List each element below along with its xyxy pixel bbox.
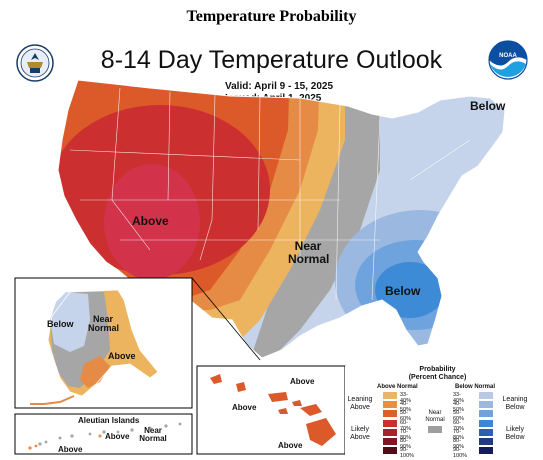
- hawaii-above-bottom: Above: [278, 441, 303, 450]
- legend-near-1: Near: [428, 410, 442, 416]
- noaa-logo-icon: NOAA: [488, 40, 528, 80]
- hawaii-above-left: Above: [232, 403, 257, 412]
- legend-above-range: 40-50%: [400, 401, 412, 414]
- legend-below-range: 50-60%: [453, 410, 465, 423]
- legend-leaning-above-2: Above: [350, 403, 370, 411]
- alaska-near-line2: Normal: [88, 323, 120, 334]
- legend-leaning-above: Leaning Above: [345, 396, 375, 411]
- legend-below-swatch: [479, 392, 493, 399]
- legend-leaning-below: Leaning Below: [500, 396, 530, 411]
- legend-leaning-below-2: Below: [505, 403, 525, 411]
- label-near-normal: Near Normal: [288, 239, 330, 266]
- legend-likely-above: Likely Above: [345, 426, 375, 441]
- noaa-text: NOAA: [499, 53, 517, 59]
- label-near-normal-line2: Normal: [288, 251, 330, 266]
- legend-below-swatch: [479, 410, 493, 418]
- alaska-label-below: Below: [47, 319, 74, 329]
- legend-subtitle: (Percent Chance): [408, 374, 467, 381]
- legend-above-swatch: [383, 401, 397, 409]
- label-near-normal-line1: Near: [294, 239, 322, 253]
- page-title: Temperature Probability: [186, 8, 357, 25]
- legend-above-range: 33-40%: [400, 392, 412, 404]
- legend-likely-above-1: Likely: [351, 426, 369, 433]
- aleutian-above-left: Above: [58, 445, 83, 454]
- aleutian-near-normal: Near Normal: [138, 426, 168, 444]
- map-title: 8-14 Day Temperature Outlook: [100, 46, 443, 74]
- legend-above-range: 70-80%: [400, 428, 412, 441]
- legend-below-range: 70-80%: [453, 428, 465, 441]
- legend-likely-below-2: Below: [505, 433, 525, 441]
- legend-below-swatch: [479, 447, 493, 455]
- legend-above-swatch: [383, 419, 397, 427]
- alaska-near-line1: Near: [92, 314, 113, 324]
- legend-below-swatch: [479, 438, 493, 445]
- legend-above-header: Above Normal: [377, 384, 418, 390]
- alaska-label-near-normal: Near Normal: [88, 314, 120, 334]
- label-above-west: Above: [132, 214, 169, 228]
- legend-above-range: 80-90%: [400, 438, 412, 450]
- valid-dates: Valid: April 9 - 15, 2025: [225, 81, 334, 92]
- legend-above-swatch: [383, 438, 397, 445]
- legend-below-range: 40-50%: [453, 401, 465, 414]
- aleutian-near-line2: Normal: [139, 434, 167, 444]
- legend-leaning-above-1: Leaning: [347, 396, 373, 403]
- legend-below-swatch: [479, 428, 493, 436]
- legend-below-swatch: [479, 401, 493, 409]
- legend-above-swatch: [383, 447, 397, 455]
- legend-leaning-below-1: Leaning: [502, 396, 528, 403]
- legend-likely-below: Likely Below: [500, 426, 530, 441]
- hawaii-above-top: Above: [290, 377, 315, 386]
- legend-likely-below-1: Likely: [506, 426, 524, 433]
- legend-below-swatch: [479, 419, 493, 427]
- label-below-southeast: Below: [385, 284, 421, 298]
- legend-above-range: 90-100%: [400, 447, 415, 460]
- legend: Probability (Percent Chance) Above Norma…: [345, 366, 530, 460]
- legend-title: Probability: [419, 366, 456, 373]
- aleutian-title: Aleutian Islands: [78, 416, 140, 425]
- legend-above-swatch: [383, 410, 397, 418]
- legend-below-header: Below Normal: [455, 384, 496, 390]
- legend-below-range: 33-40%: [453, 392, 465, 404]
- legend-above-swatch: [383, 428, 397, 436]
- legend-above-swatch: [383, 392, 397, 399]
- label-below-northeast: Below: [470, 99, 506, 113]
- commerce-seal-icon: [16, 44, 54, 82]
- legend-below-range: 90-100%: [453, 447, 468, 460]
- legend-above-range: 60-70%: [400, 419, 412, 432]
- aleutian-near-line1: Near: [144, 426, 162, 435]
- legend-below-range: 80-90%: [453, 438, 465, 450]
- legend-near-normal-swatch: [428, 426, 442, 433]
- legend-below-range: 60-70%: [453, 419, 465, 432]
- alaska-label-above: Above: [108, 351, 136, 361]
- legend-above-range: 50-60%: [400, 410, 412, 423]
- legend-likely-above-2: Above: [350, 433, 370, 441]
- legend-near-2: Normal: [425, 416, 445, 423]
- legend-near-normal-label: Near Normal: [423, 410, 447, 423]
- aleutian-above-mid: Above: [105, 432, 130, 441]
